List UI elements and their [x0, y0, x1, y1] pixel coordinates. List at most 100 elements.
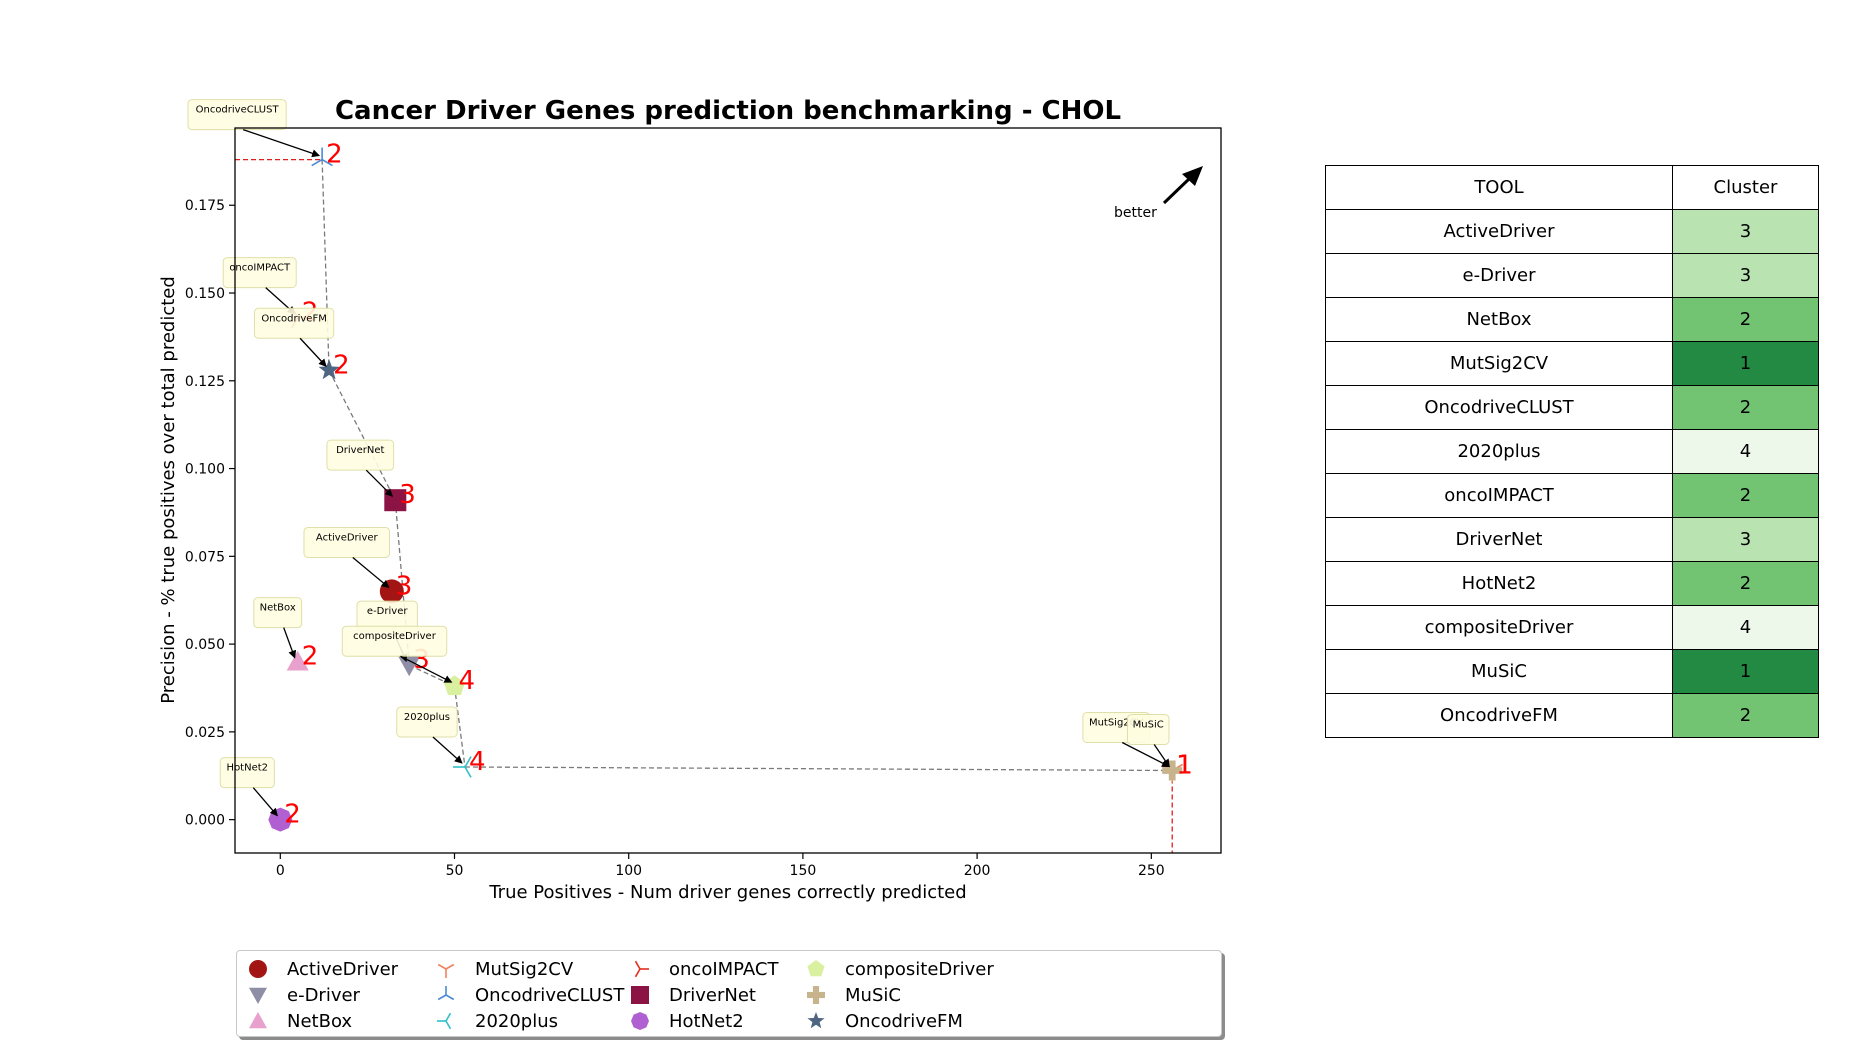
annotation-box-oncodrivefm — [253, 307, 335, 339]
annotation-arrow-music — [1153, 744, 1170, 768]
table-row: OncodriveCLUST 2 — [1325, 385, 1819, 430]
legend-marker-activedriver — [249, 960, 267, 978]
table-header-row: TOOL Cluster — [1325, 165, 1819, 210]
cluster-number-music: 1 — [1176, 750, 1193, 780]
legend-item-music: MuSiC — [803, 982, 901, 1008]
annotation-label-mutsig2cv: MutSig2CV — [1089, 717, 1144, 728]
y-tick-label: 0.125 — [185, 374, 225, 390]
x-tick-label: 50 — [446, 863, 464, 879]
legend-label: oncoIMPACT — [669, 958, 779, 980]
tool-cell: compositeDriver — [1325, 605, 1673, 650]
legend-item-e-driver: e-Driver — [245, 982, 360, 1008]
y-tick-label: 0.175 — [185, 198, 225, 214]
cluster-number-drivernet: 3 — [399, 480, 416, 510]
annotation-label-oncodriveclust: OncodriveCLUST — [196, 105, 280, 116]
cluster-number-compositedriver: 4 — [458, 666, 475, 696]
legend-marker-compositedriver — [807, 960, 825, 977]
point-oncodriveclust — [311, 147, 333, 167]
annotation-label-drivernet: DriverNet — [336, 445, 384, 456]
header-tool: TOOL — [1325, 165, 1673, 210]
front-segment — [328, 369, 396, 501]
cluster-cell: 3 — [1672, 517, 1819, 562]
legend-label: MutSig2CV — [475, 958, 574, 980]
front-segment — [464, 766, 1173, 772]
annotation-arrow-activedriver — [352, 556, 390, 589]
legend-marker-e-driver — [249, 987, 267, 1004]
annotation-box-hotnet2 — [219, 757, 275, 789]
tool-cell: e-Driver — [1325, 253, 1673, 298]
legend-label: DriverNet — [669, 984, 756, 1006]
legend-label: compositeDriver — [845, 958, 994, 980]
header-cluster: Cluster — [1672, 165, 1819, 210]
legend-item-mutsig2cv: MutSig2CV — [433, 956, 573, 982]
legend-label: HotNet2 — [669, 1010, 744, 1032]
better-arrow-head — [1182, 166, 1203, 186]
annotation-box-music — [1126, 713, 1170, 745]
y-tick-label: 0.050 — [185, 637, 225, 653]
legend-marker-oncodriveclust — [437, 986, 455, 1001]
legend-item-netbox: NetBox — [245, 1008, 352, 1034]
legend-marker-oncoimpact — [634, 960, 649, 978]
pareto-front — [235, 158, 1173, 853]
y-tick-label: 0.075 — [185, 549, 225, 565]
y-tick-label: 0.100 — [185, 462, 225, 478]
cluster-table: TOOL Cluster ActiveDriver 3 e-Driver 3 NetBo… — [1325, 165, 1819, 738]
cluster-cell: 2 — [1672, 385, 1819, 430]
x-axis-label: True Positives - Num driver genes correc… — [488, 882, 966, 903]
cluster-cell: 4 — [1672, 429, 1819, 474]
table-row: ActiveDriver 3 — [1325, 209, 1819, 254]
legend-marker-2020plus — [437, 1012, 452, 1030]
tool-cell: ActiveDriver — [1325, 209, 1673, 254]
table-row: 2020plus 4 — [1325, 429, 1819, 474]
x-tick-label: 100 — [615, 863, 642, 879]
legend-item-2020plus: 2020plus — [433, 1008, 558, 1034]
legend-label: MuSiC — [845, 984, 901, 1006]
cluster-number-hotnet2: 2 — [284, 800, 301, 830]
annotation-arrow-netbox — [283, 627, 297, 659]
y-tick-label: 0.150 — [185, 286, 225, 302]
legend-marker-music — [807, 986, 825, 1004]
annotation-box-netbox — [253, 597, 303, 629]
cluster-cell: 1 — [1672, 649, 1819, 694]
cluster-number-2020plus: 4 — [469, 747, 486, 777]
table-body: ActiveDriver 3 e-Driver 3 NetBox 2 MutSig2CV 1 O… — [1325, 209, 1819, 738]
y-axis-label: Precision - % true positives over total … — [158, 276, 179, 704]
annotation-arrow-oncodriveclust — [242, 128, 321, 158]
better-label: better — [1114, 205, 1157, 221]
cluster-cell: 2 — [1672, 561, 1819, 606]
annotation-label-compositedriver: compositeDriver — [353, 631, 437, 642]
point-oncodrivefm — [318, 359, 340, 380]
point-annotations: ActiveDriver 3 e-Driver 3 NetBox 2 MutSig2CV 1 O… — [187, 99, 1193, 830]
x-tick-label: 200 — [964, 863, 991, 879]
annotation-arrow-oncodrivefm — [299, 337, 327, 367]
tool-cell: OncodriveFM — [1325, 693, 1673, 738]
cluster-cell: 3 — [1672, 253, 1819, 298]
tool-cell: NetBox — [1325, 297, 1673, 342]
cluster-cell: 2 — [1672, 297, 1819, 342]
annotation-arrow-2020plus — [432, 736, 463, 764]
chart-legend: ActiveDriver e-Driver NetBox MutSig2CV Oncod… — [236, 950, 1222, 1037]
tool-cell: oncoIMPACT — [1325, 473, 1673, 518]
tool-cell: MutSig2CV — [1325, 341, 1673, 386]
annotation-box-activedriver — [303, 526, 391, 558]
chart-title: Cancer Driver Genes prediction benchmark… — [335, 96, 1121, 126]
annotation-box-compositedriver — [341, 625, 448, 657]
table-row: e-Driver 3 — [1325, 253, 1819, 298]
cluster-cell: 2 — [1672, 473, 1819, 518]
annotation-arrow-compositedriver — [400, 655, 453, 683]
annotation-box-drivernet — [326, 439, 395, 471]
legend-marker-drivernet — [631, 986, 649, 1004]
cluster-cell: 1 — [1672, 341, 1819, 386]
tool-cell: HotNet2 — [1325, 561, 1673, 606]
cluster-cell: 3 — [1672, 209, 1819, 254]
cluster-number-oncodriveclust: 2 — [326, 140, 343, 170]
x-tick-label: 250 — [1138, 863, 1165, 879]
annotation-label-music: MuSiC — [1133, 719, 1164, 730]
legend-item-oncodrivefm: OncodriveFM — [803, 1008, 963, 1034]
y-tick-label: 0.025 — [185, 725, 225, 741]
annotation-box-2020plus — [396, 706, 458, 738]
legend-label: ActiveDriver — [287, 958, 399, 980]
table-row: OncodriveFM 2 — [1325, 693, 1819, 738]
legend-item-oncoimpact: oncoIMPACT — [627, 956, 778, 982]
legend-marker-oncodrivefm — [807, 1012, 825, 1029]
